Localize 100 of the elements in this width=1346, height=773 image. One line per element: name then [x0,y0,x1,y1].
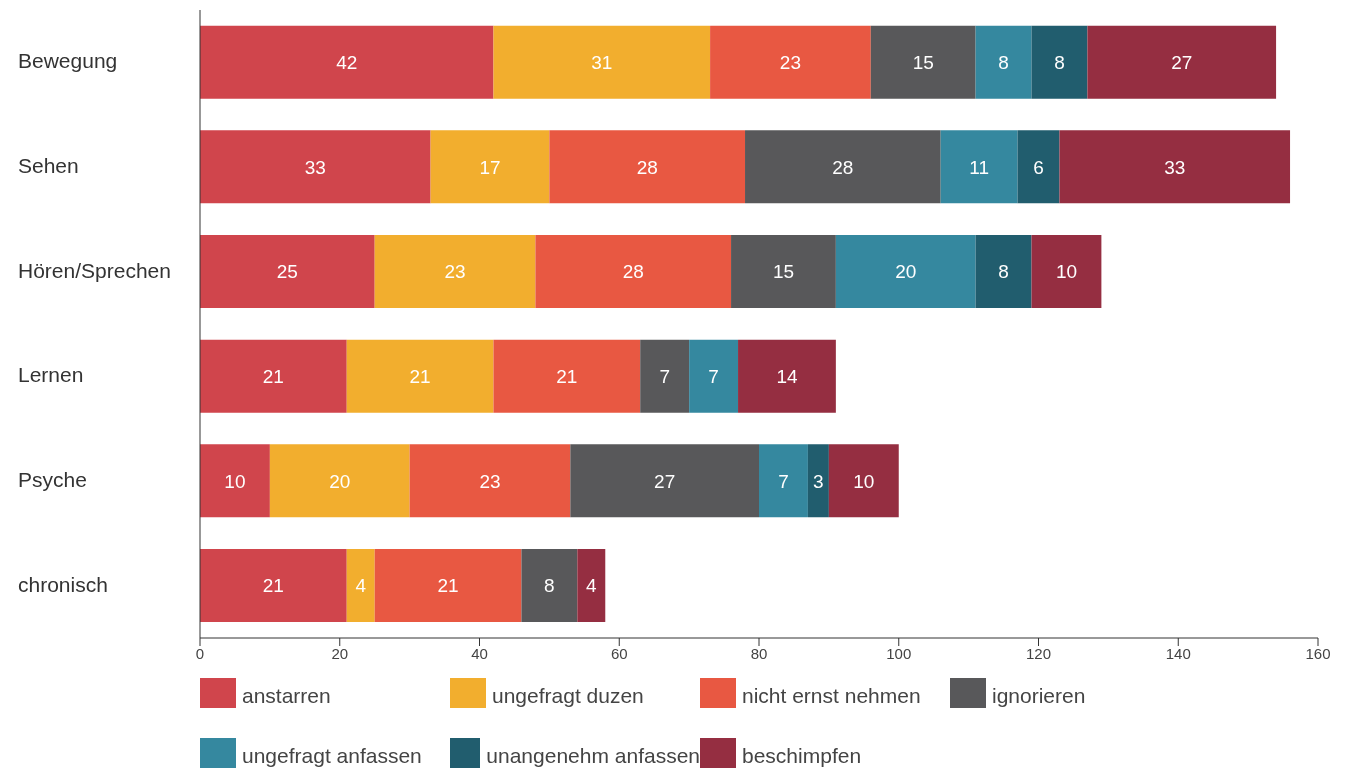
data-label: 23 [444,261,466,283]
bar [493,25,711,99]
data-label: 17 [479,156,501,178]
bar [975,25,1032,99]
bar [577,549,606,623]
data-label: 8 [1054,51,1065,73]
bar [807,444,829,518]
bar [828,444,899,518]
bar [535,235,732,309]
data-label: 8 [998,261,1009,283]
bar [870,25,976,99]
data-label: 10 [853,470,875,492]
data-label: 15 [772,261,795,283]
y-tick-label: chronisch [18,572,108,596]
bar [759,444,808,518]
x-tick-label: 120 [1025,644,1052,662]
x-tick-label: 100 [886,644,912,662]
bar [710,25,871,99]
x-tick-label: 20 [331,644,349,662]
y-tick-label: Psyche [18,468,87,491]
x-tick-label: 40 [471,644,488,662]
bar [975,235,1032,309]
bar [430,130,550,204]
data-label: 10 [224,470,246,492]
data-label: 14 [776,365,798,387]
bar [570,444,759,518]
data-label: 15 [912,51,934,73]
data-label: 23 [779,51,802,73]
data-label: 21 [262,365,284,387]
data-label: 10 [1055,261,1078,283]
data-label: 33 [1164,156,1186,178]
data-label: 11 [969,156,989,178]
data-label: 33 [304,156,326,178]
data-label: 31 [591,51,613,73]
data-label: 3 [813,470,824,492]
data-label: 20 [329,470,351,492]
bar [346,339,494,413]
bar [200,444,270,518]
bar [200,130,431,204]
data-label: 4 [586,575,598,597]
data-label: 8 [544,575,555,597]
data-label: 7 [778,470,789,492]
bar [835,235,976,309]
x-tick-label: 0 [195,644,205,662]
legend-label: ignorieren [992,684,1086,708]
y-tick-label: Sehen [18,154,79,177]
data-label: 21 [556,365,578,387]
bar [640,339,690,413]
bar [374,549,522,623]
data-label: 28 [832,156,854,178]
data-label: 27 [654,470,676,492]
data-label: 20 [895,261,917,283]
bar [269,444,410,518]
bar [1017,130,1060,204]
bar [1059,130,1291,204]
x-tick-label: 80 [750,644,768,662]
bar [493,339,641,413]
x-tick-label: 160 [1305,644,1331,662]
y-tick-label: Bewegung [18,49,118,73]
bar [521,549,578,623]
bar [745,130,941,204]
data-label: 25 [276,261,298,283]
y-tick-label: Lernen [18,363,84,387]
legend-label: unangenehm anfassen [486,744,700,768]
x-tick-label: 140 [1165,644,1191,662]
y-tick-label: Hören/Sprechen [18,258,171,282]
bar [346,549,375,623]
bar [409,444,571,518]
bar [1087,25,1277,99]
bar [689,339,739,413]
bar [731,235,836,309]
data-label: 21 [437,575,459,597]
data-label: 28 [622,261,644,283]
bar [549,130,746,204]
bar [1031,235,1102,309]
bar [200,25,494,99]
data-label: 28 [636,156,658,178]
x-tick-label: 60 [610,644,628,662]
data-label: 7 [659,365,670,387]
data-label: 23 [479,470,501,492]
bar [374,235,536,309]
bar [1031,25,1088,99]
data-label: 8 [998,51,1009,73]
data-label: 42 [336,51,358,73]
bar [738,339,836,413]
data-label: 27 [1171,51,1193,73]
legend-label: nicht ernst nehmen [742,684,921,708]
data-label: 4 [355,575,367,597]
legend-label: beschimpfen [742,744,862,768]
legend-label: anstarren [242,684,331,708]
legend-label: ungefragt duzen [492,684,644,708]
legend-label: ungefragt anfassen [242,744,422,768]
data-label: 21 [262,575,284,597]
bar [200,339,347,413]
bar [200,549,347,623]
data-label: 21 [409,365,431,387]
data-label: 6 [1033,156,1044,178]
bar [940,130,1018,204]
data-label: 7 [708,365,719,387]
bar [200,235,375,309]
